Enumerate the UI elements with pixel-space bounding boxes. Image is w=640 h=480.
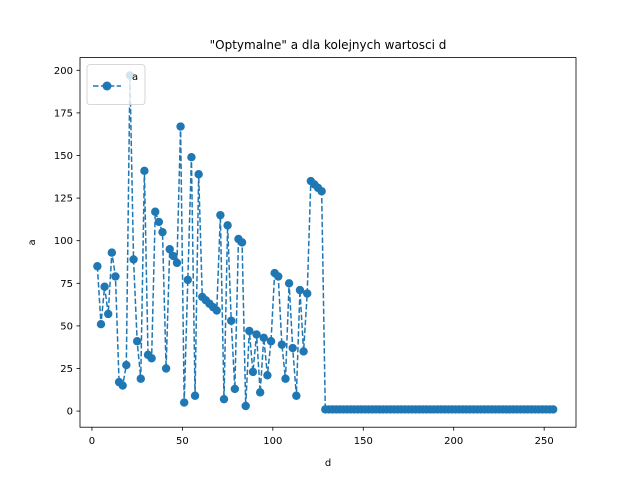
data-point [241,401,250,411]
data-point [216,210,225,220]
data-point [274,272,283,281]
x-tick-label: 100 [263,436,282,447]
y-axis: 0 25 50 75 100 125 150 175 200 [54,66,80,418]
data-point [317,187,326,196]
data-point [161,364,171,373]
y-tick-label: 175 [54,108,73,119]
legend-box [86,64,146,105]
data-point [165,245,174,254]
data-point [227,316,236,325]
data-point [255,388,265,397]
data-point [288,343,297,353]
data-point [111,272,120,281]
y-tick-label: 50 [60,321,73,332]
data-point [183,275,193,285]
data-point [549,405,558,414]
data-point [176,122,185,131]
data-point [245,326,254,336]
data-point [281,374,290,383]
data-point [223,221,232,230]
legend: a [86,64,146,105]
data-point [129,255,138,264]
data-point [299,347,308,356]
data-point [100,282,109,291]
data-point [96,319,106,329]
data-point [266,337,276,346]
data-point [219,394,229,404]
x-axis: 0 50 100 150 200 250 [89,427,554,447]
data-point [147,354,156,363]
x-tick-label: 200 [444,436,463,447]
x-tick-label: 50 [176,436,189,447]
data-point [277,340,287,349]
data-point [190,391,200,400]
data-point [248,367,258,377]
plot-area: 0 50 100 150 200 250 0 25 50 75 100 125 150 175 200 [54,57,577,447]
data-point [263,371,272,380]
data-point [187,153,196,162]
chart-title: "Optymalne" a dla kolejnych wartosci d [210,38,447,52]
data-point [154,217,164,227]
data-point [107,248,117,257]
data-point [252,330,261,339]
data-point [212,306,221,315]
x-axis-label: d [325,458,331,469]
x-tick-label: 150 [354,436,373,447]
data-point [140,166,149,176]
data-point [303,289,312,298]
y-tick-label: 100 [54,236,73,247]
data-point [179,398,189,407]
y-tick-label: 125 [54,194,73,205]
y-tick-label: 25 [60,364,73,375]
data-point [230,384,240,394]
data-point [122,360,131,370]
data-point [93,262,102,271]
data-point [284,279,294,288]
y-tick-label: 75 [60,279,73,290]
legend-marker [102,81,112,91]
data-point [172,258,182,268]
data-point [118,381,127,390]
data-point [237,238,247,247]
data-point [259,333,268,343]
data-point [151,207,160,216]
axes-frame [79,57,577,428]
legend-entry-a: a [132,72,138,83]
x-tick-label: 250 [535,436,554,447]
y-tick-label: 200 [54,66,73,77]
data-point [104,309,113,319]
data-point [194,170,203,179]
data-point [158,227,167,237]
y-tick-label: 0 [67,407,73,418]
y-axis-label: a [27,239,38,245]
x-tick-label: 0 [89,436,95,447]
data-point [292,391,301,400]
data-point [132,337,142,346]
y-tick-label: 150 [54,151,73,162]
data-point [136,374,145,383]
data-point [169,251,178,261]
data-point [295,285,305,295]
series-layer [93,71,558,414]
